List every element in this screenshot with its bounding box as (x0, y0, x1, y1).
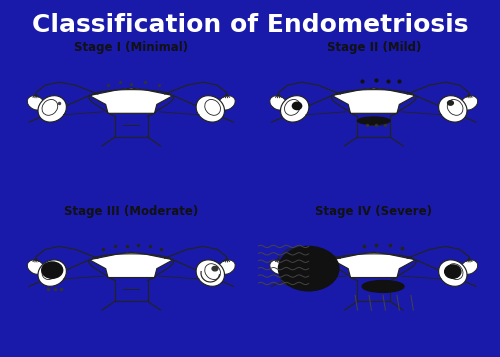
Ellipse shape (448, 101, 454, 105)
Ellipse shape (38, 96, 66, 122)
Ellipse shape (212, 266, 218, 271)
Ellipse shape (42, 262, 62, 278)
Text: Classification of Endometriosis: Classification of Endometriosis (32, 13, 468, 37)
Ellipse shape (448, 264, 463, 280)
Ellipse shape (270, 96, 287, 110)
Ellipse shape (196, 96, 224, 122)
Polygon shape (90, 252, 173, 277)
Ellipse shape (205, 264, 220, 280)
Text: Stage I (Minimal): Stage I (Minimal) (74, 41, 188, 54)
Ellipse shape (448, 100, 463, 115)
Ellipse shape (42, 100, 58, 115)
Ellipse shape (218, 260, 235, 274)
Ellipse shape (444, 265, 461, 278)
Ellipse shape (280, 260, 309, 286)
Text: Stage IV (Severe): Stage IV (Severe) (316, 205, 432, 218)
Ellipse shape (460, 260, 477, 274)
Ellipse shape (28, 96, 44, 110)
Ellipse shape (196, 260, 224, 286)
Ellipse shape (438, 260, 467, 286)
Ellipse shape (270, 260, 287, 274)
Ellipse shape (460, 96, 477, 110)
Ellipse shape (438, 96, 467, 122)
Ellipse shape (218, 96, 235, 110)
Polygon shape (90, 88, 173, 113)
Ellipse shape (42, 264, 58, 280)
Text: Stage III (Moderate): Stage III (Moderate) (64, 205, 198, 218)
Ellipse shape (284, 100, 300, 115)
Polygon shape (332, 252, 415, 277)
Ellipse shape (284, 264, 300, 280)
Ellipse shape (358, 117, 390, 125)
Ellipse shape (292, 102, 302, 110)
Text: Stage II (Mild): Stage II (Mild) (326, 41, 421, 54)
Polygon shape (332, 88, 415, 113)
Ellipse shape (280, 96, 309, 122)
Ellipse shape (28, 260, 44, 274)
Ellipse shape (362, 281, 404, 292)
Ellipse shape (205, 100, 220, 115)
Ellipse shape (278, 246, 339, 291)
Ellipse shape (38, 260, 66, 286)
